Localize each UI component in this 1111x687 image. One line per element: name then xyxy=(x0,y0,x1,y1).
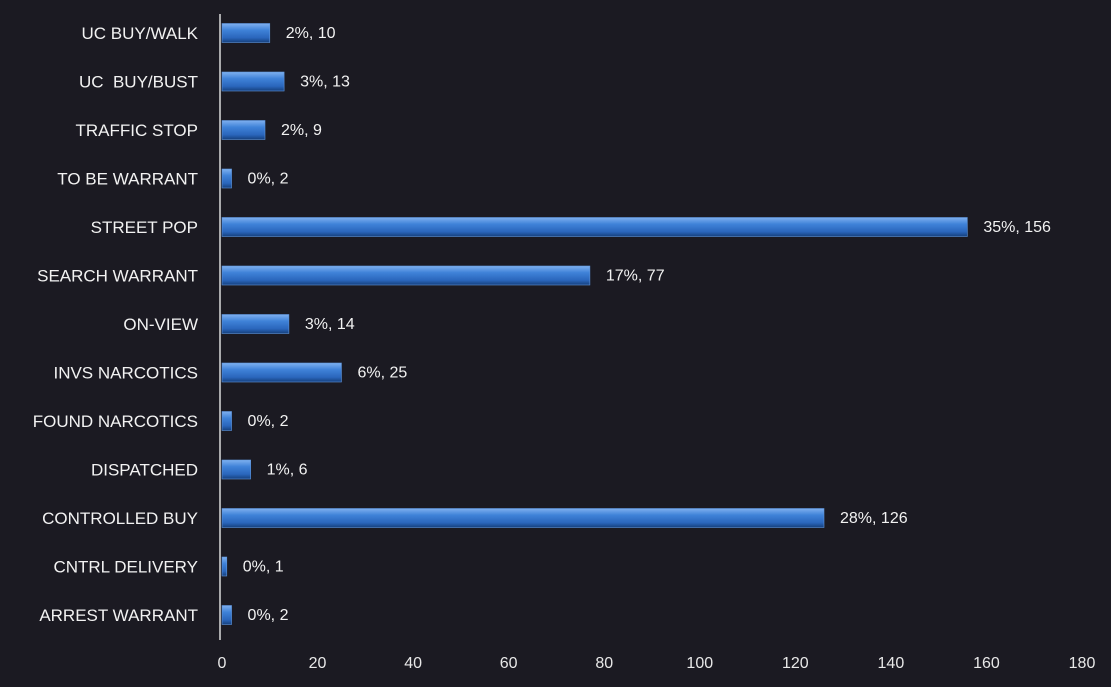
category-label: ON-VIEW xyxy=(123,315,198,334)
bar xyxy=(221,23,271,43)
category-label: UC BUY/WALK xyxy=(81,24,198,43)
data-label: 0%, 2 xyxy=(248,607,289,624)
bar xyxy=(221,508,825,528)
category-label: ARREST WARRANT xyxy=(39,606,198,625)
bars-layer xyxy=(221,23,968,625)
x-tick-label: 100 xyxy=(686,655,713,672)
category-label: CNTRL DELIVERY xyxy=(53,558,198,577)
data-label: 35%, 156 xyxy=(983,219,1051,236)
category-label: TRAFFIC STOP xyxy=(76,121,198,140)
category-label: STREET POP xyxy=(91,218,198,237)
bar xyxy=(221,459,251,480)
x-tick-label: 0 xyxy=(218,655,227,672)
data-label: 6%, 25 xyxy=(357,365,407,382)
data-label: 17%, 77 xyxy=(606,268,665,285)
data-label: 2%, 10 xyxy=(286,25,336,42)
category-labels: UC BUY/WALK UC BUY/BUST TRAFFIC STOP TO BE … xyxy=(33,24,199,625)
x-tick-label: 120 xyxy=(782,655,809,672)
data-label: 0%, 2 xyxy=(248,413,289,430)
data-label: 3%, 13 xyxy=(300,74,350,91)
category-label: TO BE WARRANT xyxy=(57,170,198,189)
x-tick-label: 60 xyxy=(500,655,518,672)
category-label: UC BUY/BUST xyxy=(79,73,198,92)
bar xyxy=(221,362,342,383)
x-tick-label: 20 xyxy=(309,655,327,672)
data-labels: 2%, 10 3%, 13 2%, 9 0%, 2 35%, 156 17%, 77 3%,… xyxy=(243,25,1051,624)
category-label: CONTROLLED BUY xyxy=(42,509,198,528)
x-tick-label: 160 xyxy=(973,655,1000,672)
category-label: FOUND NARCOTICS xyxy=(33,412,198,431)
bar xyxy=(221,605,232,625)
data-label: 3%, 14 xyxy=(305,316,355,333)
data-label: 28%, 126 xyxy=(840,510,908,527)
bar xyxy=(221,411,232,431)
x-tick-label: 180 xyxy=(1069,655,1096,672)
data-label: 2%, 9 xyxy=(281,122,322,139)
bar xyxy=(221,314,290,334)
x-tick-label: 80 xyxy=(595,655,613,672)
x-tick-label: 40 xyxy=(404,655,422,672)
bar xyxy=(221,120,266,140)
bar xyxy=(221,168,232,189)
x-tick-label: 140 xyxy=(878,655,905,672)
x-axis-ticks: 0 20 40 60 80 100 120 140 160 180 xyxy=(218,655,1096,672)
bar xyxy=(221,556,228,577)
category-label: INVS NARCOTICS xyxy=(53,364,198,383)
category-label: DISPATCHED xyxy=(91,461,198,480)
bar xyxy=(221,217,968,237)
data-label: 0%, 2 xyxy=(248,171,289,188)
bar xyxy=(221,71,285,92)
category-label: SEARCH WARRANT xyxy=(37,267,198,286)
data-label: 1%, 6 xyxy=(267,462,308,479)
bar xyxy=(221,265,591,286)
data-label: 0%, 1 xyxy=(243,559,284,576)
